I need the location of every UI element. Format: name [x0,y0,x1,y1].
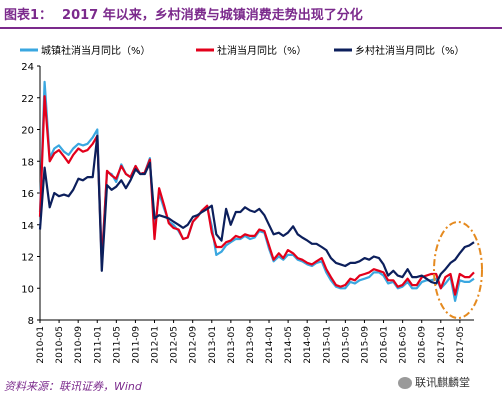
x-tick-label: 2016-01 [380,326,390,364]
x-tick-label: 2015-09 [360,326,370,364]
x-tick-label: 2014-09 [303,326,313,364]
highlight-ellipse [433,221,483,319]
chart-axes: 8 10 12 14 16 18 20 22 24 2010-01 2010-05 2010-09 20… [21,62,474,364]
y-tick-label: 22 [21,94,34,105]
figure-title: 2017 年以来，乡村消费与城镇消费走势出现了分化 [62,8,363,23]
x-tick-label: 2011-05 [112,326,122,364]
figure-label: 图表1： [4,8,53,23]
x-tick-label: 2016-09 [418,326,428,364]
x-tick-label: 2010-01 [36,326,46,364]
legend-label-rural: 乡村社消当月同比（%） [355,44,465,57]
x-tick-label: 2014-01 [265,326,275,364]
x-tick-label: 2016-05 [399,326,409,364]
x-tick-label: 2017-01 [437,326,447,364]
y-tick-label: 14 [21,221,34,232]
legend-label-urban: 城镇社消当月同比（%） [41,44,151,57]
source-note: 资料来源：联讯证券，Wind [4,380,142,393]
legend-label-total: 社消当月同比（%） [217,44,307,57]
x-tick-label: 2013-01 [208,326,218,364]
chart-series [38,80,475,302]
x-tick-label: 2015-05 [341,326,351,364]
chart-title: 图表1： 2017 年以来，乡村消费与城镇消费走势出现了分化 [4,4,363,23]
y-tick-label: 18 [21,157,34,168]
series-line-rural [38,134,475,285]
y-tick-label: 12 [21,253,34,264]
x-tick-label: 2011-09 [131,326,141,364]
x-tick-label: 2010-09 [74,326,84,364]
series-line-total [38,95,475,296]
x-tick-label: 2012-09 [189,326,199,364]
y-tick-label: 8 [28,316,34,327]
x-tick-label: 2012-01 [151,326,161,364]
x-tick-label: 2011-01 [93,326,103,364]
y-tick-label: 24 [21,62,34,73]
y-tick-label: 20 [21,126,34,137]
y-tick-label: 10 [21,284,34,295]
chart-annotation [433,221,483,319]
y-tick-label: 16 [21,189,34,200]
x-tick-label: 2013-09 [246,326,256,364]
title-divider [0,27,502,29]
x-tick-label: 2010-05 [55,326,65,364]
x-tick-label: 2017-05 [456,326,466,364]
wechat-icon [398,377,412,389]
watermark-text: 联讯麒麟堂 [415,376,470,389]
x-tick-label: 2014-05 [284,326,294,364]
chart-legend: 城镇社消当月同比（%） 社消当月同比（%） 乡村社消当月同比（%） [20,44,465,57]
watermark: 联讯麒麟堂 [398,374,470,390]
x-tick-label: 2013-05 [227,326,237,364]
x-tick-label: 2015-01 [322,326,332,364]
x-tick-label: 2012-05 [170,326,180,364]
